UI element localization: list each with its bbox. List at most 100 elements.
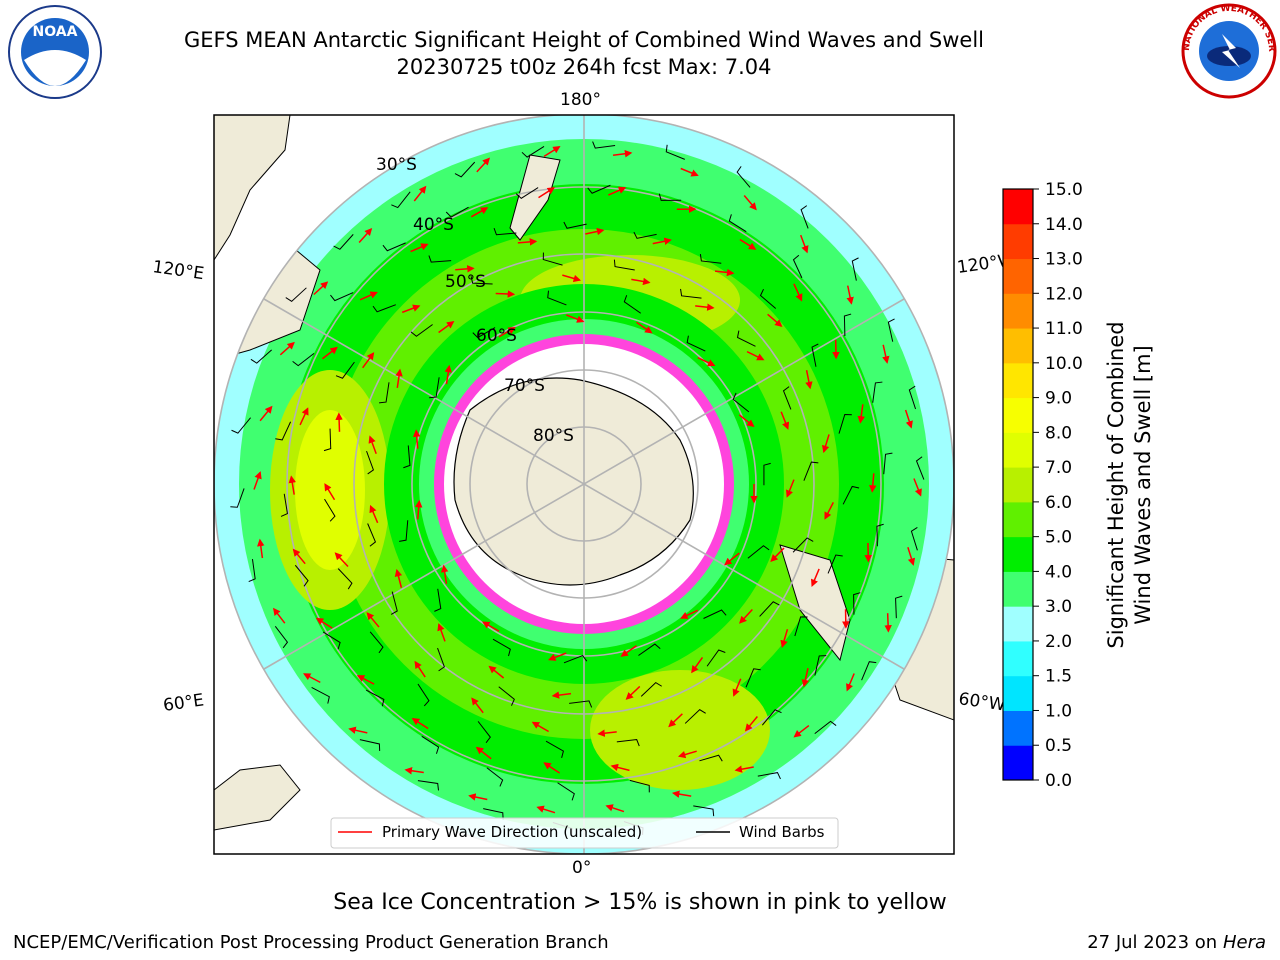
wind-barb: [323, 428, 332, 452]
wave-arrow: [824, 502, 834, 520]
nws-logo: NATIONAL WEATHER SERVICE: [0, 0, 1277, 99]
wind-barb: [557, 782, 575, 801]
wind-barb: [547, 290, 567, 306]
wave-arrow: [356, 675, 375, 685]
wind-barb: [633, 231, 657, 239]
wave-arrow: [495, 290, 516, 298]
wind-barb: [274, 626, 289, 649]
wind-barb: [876, 523, 884, 547]
colorbar-label-line1: Significant Height of Combined: [1104, 321, 1128, 648]
wind-barb: [706, 649, 726, 667]
wave-arrow: [697, 356, 716, 367]
wind-barb: [322, 631, 341, 650]
wind-barb: [803, 461, 819, 481]
wind-barb: [629, 779, 650, 793]
wave-arrow: [543, 146, 561, 158]
wave-arrow: [414, 499, 423, 520]
wave-arrow: [437, 623, 446, 642]
wind-barb: [417, 683, 430, 707]
wind-barb: [429, 377, 440, 399]
wave-arrow: [369, 504, 379, 524]
wind-barb: [542, 252, 563, 266]
colorbar-tick-label: 3.0: [1045, 597, 1072, 617]
credit-host: Hera: [1222, 932, 1266, 953]
wave-arrow: [303, 673, 321, 684]
wave-arrow: [498, 327, 516, 338]
wind-barb: [908, 385, 917, 410]
colorbar-swatch: [1003, 536, 1033, 572]
colorbar-swatch: [1003, 328, 1033, 364]
wave-arrow: [904, 409, 913, 429]
lon-label-0: 0°: [572, 858, 591, 878]
wave-arrow: [440, 564, 449, 585]
wind-barb: [477, 721, 491, 744]
wave-arrow: [846, 673, 855, 692]
wind-barb: [410, 324, 433, 337]
wind-barb: [335, 361, 355, 379]
colorbar-tick-label: 12.0: [1045, 284, 1083, 304]
wave-arrow: [413, 185, 427, 202]
wave-arrow: [414, 660, 426, 678]
wind-barb: [842, 485, 860, 505]
wind-barb: [759, 601, 780, 617]
wave-arrow: [538, 187, 555, 199]
wave-arrow: [610, 763, 630, 772]
wave-arrow: [793, 283, 803, 302]
wave-arrow: [739, 238, 757, 250]
lon-label-180: 180°: [560, 90, 601, 110]
wave-arrow: [471, 697, 484, 714]
lat-label-80s: 80°S: [533, 426, 574, 446]
legend-label-wave: Primary Wave Direction (unscaled): [382, 823, 642, 841]
lon-label-120e: 120°E: [151, 257, 205, 284]
wave-arrow: [335, 412, 343, 432]
wind-barb: [814, 720, 837, 735]
wind-barb: [745, 668, 761, 688]
wave-arrow: [677, 750, 697, 759]
sea-ice-note: Sea Ice Concentration > 15% is shown in …: [333, 890, 947, 915]
wind-barb: [324, 498, 336, 522]
wind-barb: [761, 709, 782, 726]
colorbar-swatch: [1003, 397, 1033, 433]
wave-arrow: [288, 475, 296, 495]
colorbar-tick-label: 1.0: [1045, 701, 1072, 721]
wave-arrow: [869, 473, 877, 493]
wind-barb: [498, 686, 515, 706]
colorbar-tick-label: 8.0: [1045, 423, 1072, 443]
wind-barb: [248, 558, 256, 583]
wind-barb: [792, 254, 803, 279]
colorbar-swatch: [1003, 223, 1033, 260]
wave-arrow: [780, 411, 790, 430]
wave-arrow: [444, 364, 452, 385]
colorbar-swatch: [1003, 675, 1033, 711]
wind-barb: [853, 592, 861, 615]
colorbar: 0.0 0.5 1.0 1.5 2.0 3.0 4.0 5.0 6.0 7.0 8.0 9.0 10.0…: [1002, 180, 1083, 791]
wave-arrow: [811, 568, 820, 587]
wind-barb: [613, 259, 635, 271]
wind-barb: [483, 808, 504, 820]
wind-barb: [794, 616, 808, 637]
wind-barb: [365, 689, 385, 707]
wind-barb: [311, 686, 330, 704]
colorbar-swatch: [1003, 362, 1033, 399]
colorbar-swatch: [1003, 640, 1033, 677]
wind-barb: [910, 527, 918, 551]
map-frame: [213, 114, 955, 855]
wind-barb: [292, 352, 315, 367]
colorbar-swatch: [1003, 501, 1033, 538]
wave-arrow: [366, 612, 380, 628]
wave-arrow: [732, 678, 742, 697]
wind-barb: [699, 253, 722, 264]
wind-barb: [665, 144, 685, 160]
wind-barb: [337, 568, 353, 590]
wind-barb: [390, 591, 398, 615]
wave-arrow: [412, 429, 421, 449]
wave-arrow: [551, 691, 572, 699]
wave-arrow: [801, 668, 810, 688]
wind-barb: [623, 295, 642, 314]
wind-barb: [686, 335, 706, 352]
graticule: [214, 115, 954, 854]
lat-label-40s: 40°S: [413, 215, 454, 235]
wave-arrow: [272, 607, 286, 624]
wave-arrow: [253, 471, 262, 490]
wave-arrow: [785, 479, 795, 498]
